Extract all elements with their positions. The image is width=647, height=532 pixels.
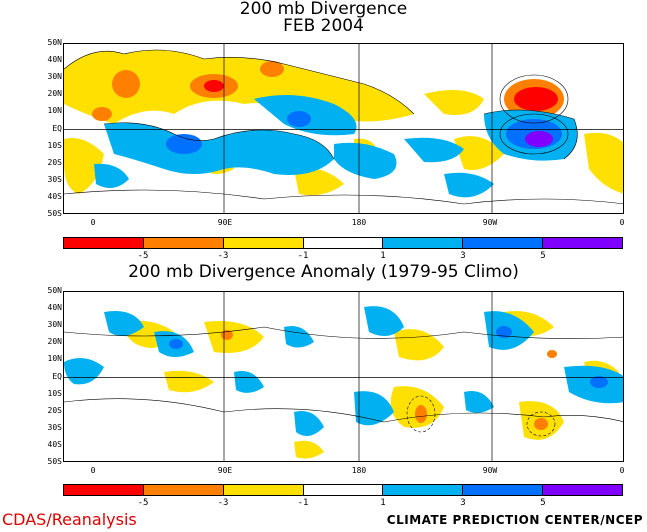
lat-label: 50S bbox=[47, 457, 62, 466]
colorbar-swatch bbox=[143, 485, 224, 495]
lon-label: 0 bbox=[619, 466, 625, 475]
colorbar-swatch bbox=[303, 485, 384, 495]
lat-label: 50N bbox=[47, 286, 62, 295]
top-map-title: 200 mb Divergence bbox=[239, 0, 408, 19]
colorbar-tick-label: -5 bbox=[137, 251, 149, 261]
lat-label: 50S bbox=[47, 209, 62, 218]
lon-label: 180 bbox=[351, 466, 367, 475]
lon-label: 90E bbox=[217, 218, 233, 227]
lat-label: 30S bbox=[47, 174, 62, 184]
colorbar-swatch bbox=[383, 238, 464, 248]
colorbar-tick-label: -1 bbox=[297, 251, 309, 261]
colorbar-swatch bbox=[463, 485, 544, 495]
bottom-map-title: 200 mb Divergence Anomaly (1979-95 Climo… bbox=[128, 262, 519, 282]
lon-label: 180 bbox=[351, 218, 367, 227]
lat-label: 40N bbox=[47, 303, 62, 313]
lat-label: 10N bbox=[47, 106, 62, 116]
lat-label: 50N bbox=[47, 38, 62, 47]
colorbar-tick-label: 1 bbox=[380, 251, 386, 261]
lat-label: 10N bbox=[47, 354, 62, 364]
lat-label: 30N bbox=[47, 72, 62, 82]
colorbar-tick-label: -1 bbox=[297, 498, 309, 508]
lat-label: 30N bbox=[47, 320, 62, 330]
footer-source: CDAS/Reanalysis bbox=[2, 510, 137, 529]
lat-label: 40S bbox=[47, 191, 62, 201]
lat-label: 40N bbox=[47, 55, 62, 65]
colorbar-tick-label: -3 bbox=[217, 251, 229, 261]
lat-label: 40S bbox=[47, 439, 62, 449]
colorbar-swatch bbox=[143, 238, 224, 248]
lon-label: 0 bbox=[90, 466, 96, 475]
bottom-colorbar bbox=[63, 484, 623, 496]
lat-label: 20S bbox=[47, 405, 62, 415]
lat-label: EQ bbox=[52, 123, 62, 133]
lon-label: 0 bbox=[619, 218, 625, 227]
colorbar-swatch bbox=[543, 238, 623, 248]
lon-label: 0 bbox=[90, 218, 96, 227]
colorbar-swatch bbox=[383, 485, 464, 495]
lat-label: 30S bbox=[47, 422, 62, 432]
colorbar-swatch bbox=[463, 238, 544, 248]
bottom-anomaly-map bbox=[63, 291, 624, 462]
lat-label: 10S bbox=[47, 388, 62, 398]
colorbar-tick-label: 5 bbox=[540, 251, 546, 261]
top-colorbar bbox=[63, 237, 623, 249]
lat-label: EQ bbox=[52, 371, 62, 381]
lat-label: 10S bbox=[47, 140, 62, 150]
footer-credit: CLIMATE PREDICTION CENTER/NCEP bbox=[386, 513, 643, 527]
lon-label: 90W bbox=[482, 466, 498, 475]
colorbar-tick-label: -5 bbox=[137, 498, 149, 508]
top-divergence-map bbox=[63, 43, 624, 214]
lat-label: 20N bbox=[47, 337, 62, 347]
colorbar-swatch bbox=[543, 485, 623, 495]
colorbar-tick-label: 3 bbox=[460, 251, 466, 261]
colorbar-tick-label: 5 bbox=[540, 498, 546, 508]
lon-label: 90E bbox=[217, 466, 233, 475]
colorbar-tick-label: 1 bbox=[380, 498, 386, 508]
lat-label: 20S bbox=[47, 157, 62, 167]
colorbar-swatch bbox=[223, 238, 304, 248]
colorbar-swatch bbox=[223, 485, 304, 495]
lon-label: 90W bbox=[482, 218, 498, 227]
colorbar-swatch bbox=[64, 238, 144, 248]
colorbar-swatch bbox=[64, 485, 144, 495]
colorbar-tick-label: 3 bbox=[460, 498, 466, 508]
colorbar-tick-label: -3 bbox=[217, 498, 229, 508]
top-map-date: FEB 2004 bbox=[283, 16, 364, 36]
colorbar-swatch bbox=[303, 238, 384, 248]
lat-label: 20N bbox=[47, 89, 62, 99]
